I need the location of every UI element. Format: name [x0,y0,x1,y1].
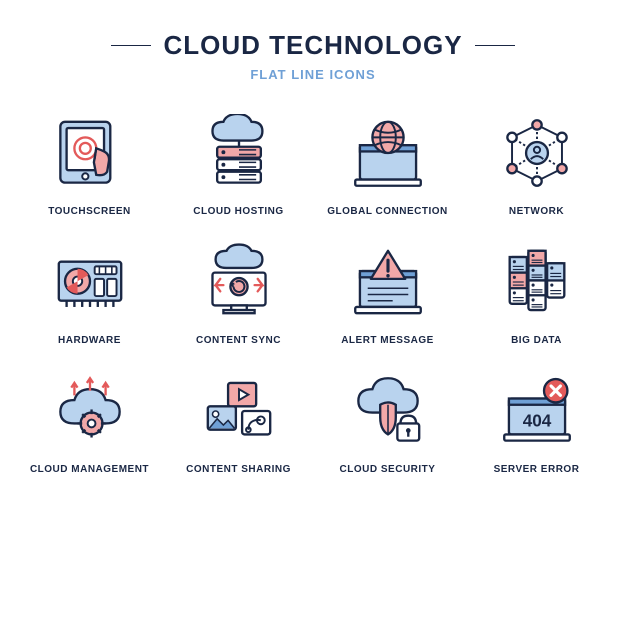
label-hardware: HARDWARE [58,335,121,346]
label-global-connection: GLOBAL CONNECTION [327,206,448,217]
cloud-management-icon [45,366,135,456]
server-error-icon: 404 [492,366,582,456]
cell-big-data: BIG DATA [471,237,602,346]
subtitle-text: FLAT LINE ICONS [24,67,602,82]
page-title: CLOUD TECHNOLOGY [24,30,602,61]
touchscreen-icon [45,108,135,198]
label-cloud-security: CLOUD SECURITY [340,464,436,475]
cell-global-connection: GLOBAL CONNECTION [322,108,453,217]
cell-content-sharing: CONTENT SHARING [173,366,304,475]
title-text: CLOUD TECHNOLOGY [163,30,462,61]
label-big-data: BIG DATA [511,335,562,346]
cell-hardware: HARDWARE [24,237,155,346]
title-rule-right [475,45,515,46]
cell-cloud-management: CLOUD MANAGEMENT [24,366,155,475]
cell-content-sync: CONTENT SYNC [173,237,304,346]
cloud-security-icon [343,366,433,456]
label-content-sharing: CONTENT SHARING [186,464,291,475]
content-sync-icon [194,237,284,327]
label-network: NETWORK [509,206,564,217]
label-touchscreen: TOUCHSCREEN [48,206,131,217]
alert-message-icon [343,237,433,327]
content-sharing-icon [194,366,284,456]
cell-alert-message: ALERT MESSAGE [322,237,453,346]
header: CLOUD TECHNOLOGY FLAT LINE ICONS [24,30,602,82]
cell-network: NETWORK [471,108,602,217]
label-server-error: SERVER ERROR [494,464,580,475]
label-cloud-hosting: CLOUD HOSTING [193,206,283,217]
cell-server-error: 404 SERVER ERROR [471,366,602,475]
hardware-icon [45,237,135,327]
label-content-sync: CONTENT SYNC [196,335,281,346]
label-cloud-management: CLOUD MANAGEMENT [30,464,149,475]
cloud-hosting-icon [194,108,284,198]
network-icon [492,108,582,198]
icon-grid: TOUCHSCREEN CLOUD HOSTING [24,108,602,475]
svg-text:404: 404 [522,411,551,431]
cell-cloud-hosting: CLOUD HOSTING [173,108,304,217]
label-alert-message: ALERT MESSAGE [341,335,434,346]
global-connection-icon [343,108,433,198]
cell-touchscreen: TOUCHSCREEN [24,108,155,217]
cell-cloud-security: CLOUD SECURITY [322,366,453,475]
big-data-icon [492,237,582,327]
title-rule-left [111,45,151,46]
